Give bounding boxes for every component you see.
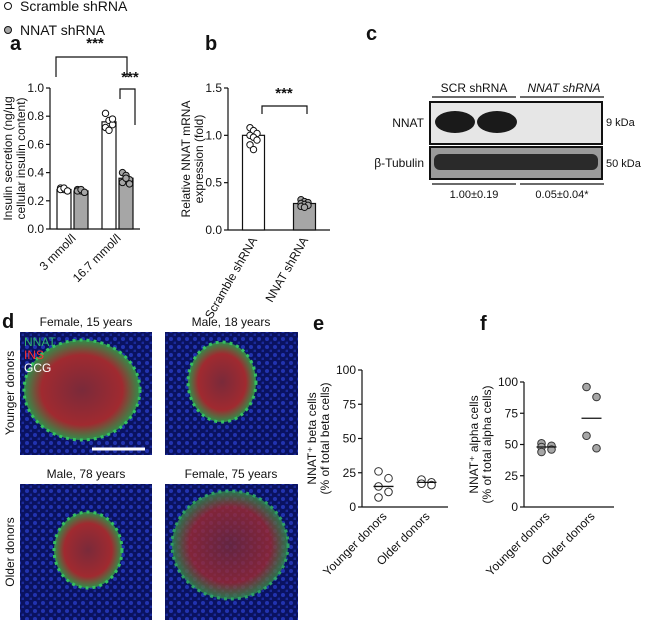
stain-label: NNAT xyxy=(24,335,56,349)
quant-label: 0.05±0.04* xyxy=(535,189,589,201)
image-title: Female, 75 years xyxy=(185,467,278,481)
x-tick-label: Younger donors xyxy=(320,509,390,579)
data-point xyxy=(427,480,436,490)
data-point xyxy=(592,443,601,453)
blot-size: 50 kDa xyxy=(606,158,642,170)
panel-letter: e xyxy=(313,313,324,335)
data-point xyxy=(101,109,110,118)
y-axis-label: NNAT⁺ alpha cells xyxy=(467,395,481,493)
quant-label: 1.00±0.19 xyxy=(450,189,499,201)
panel-letter: f xyxy=(480,313,487,335)
bar xyxy=(56,188,72,230)
significance-label: *** xyxy=(86,35,104,52)
blot-band xyxy=(434,154,598,170)
significance-bracket xyxy=(55,56,128,77)
y-axis-label: cellular insulin content) xyxy=(14,97,28,219)
blot-size: 9 kDa xyxy=(606,117,636,129)
data-point xyxy=(582,431,591,441)
data-point xyxy=(417,479,426,489)
panel-letter: a xyxy=(10,33,22,55)
x-tick-label: Younger donors xyxy=(483,509,553,579)
y-axis-label: Relative NNAT mRNA xyxy=(179,101,193,218)
image-title: Male, 18 years xyxy=(192,315,271,329)
blot-row: β-Tubulin xyxy=(374,156,424,170)
blot-band xyxy=(435,111,475,133)
significance-label: *** xyxy=(121,69,139,86)
data-point xyxy=(108,115,117,123)
micrograph xyxy=(20,484,152,620)
row-label: Older donors xyxy=(3,517,17,586)
y-tick-label: 0 xyxy=(349,500,356,514)
significance-bracket xyxy=(261,105,308,114)
data-point xyxy=(80,188,89,197)
data-point xyxy=(63,187,72,195)
y-axis-label: (% of total alpha cells) xyxy=(480,385,494,503)
y-tick-label: 50 xyxy=(343,432,357,446)
bar xyxy=(73,190,89,230)
x-tick-label: Scramble shRNA xyxy=(202,235,260,322)
significance-bracket xyxy=(119,88,136,125)
data-point xyxy=(592,392,601,402)
data-point xyxy=(537,447,546,457)
blot-band xyxy=(477,111,517,133)
y-tick-label: 0.0 xyxy=(27,222,44,236)
panel-letter: d xyxy=(2,311,14,333)
row-label: Younger donors xyxy=(3,351,17,435)
y-tick-label: 0 xyxy=(511,500,518,514)
y-tick-label: 75 xyxy=(343,397,357,411)
y-tick-label: 100 xyxy=(498,375,518,389)
image-title: Female, 15 years xyxy=(40,315,133,329)
y-tick-label: 1.5 xyxy=(205,81,222,95)
micrograph xyxy=(165,484,298,620)
data-point xyxy=(122,174,130,182)
x-tick-label: 3 mmol/l xyxy=(37,231,79,273)
y-tick-label: 50 xyxy=(505,438,519,452)
micrograph xyxy=(165,332,298,455)
data-point xyxy=(384,487,393,497)
y-tick-label: 0.8 xyxy=(27,109,44,123)
stain-label: GCG xyxy=(24,361,51,375)
data-point xyxy=(374,493,383,502)
blot-row: NNAT xyxy=(392,116,424,130)
y-axis-label: expression (fold) xyxy=(192,115,206,204)
y-tick-label: 0.4 xyxy=(27,166,44,180)
y-axis-label: NNAT⁺ beta cells xyxy=(305,392,319,484)
y-tick-label: 0.2 xyxy=(27,194,44,208)
data-point xyxy=(300,203,309,211)
data-point xyxy=(253,136,261,144)
panel-letter: b xyxy=(205,33,217,55)
y-tick-label: 0.6 xyxy=(27,137,44,151)
y-tick-label: 25 xyxy=(505,469,519,483)
legend-label: NNAT shRNA xyxy=(20,22,106,38)
blot-group: SCR shRNA xyxy=(441,81,508,95)
y-tick-label: 1.0 xyxy=(27,81,44,95)
x-tick-label: NNAT shRNA xyxy=(263,235,312,305)
image-title: Male, 78 years xyxy=(47,467,126,481)
data-point xyxy=(125,180,134,188)
y-axis-label: Insulin secretion (ng/µg xyxy=(1,96,15,220)
legend-marker xyxy=(4,2,12,10)
data-point xyxy=(249,145,258,154)
stain-label: INS xyxy=(24,348,44,362)
y-tick-label: 75 xyxy=(505,406,519,420)
data-point xyxy=(384,473,393,483)
y-tick-label: 100 xyxy=(336,363,356,377)
data-point xyxy=(582,382,591,392)
bar xyxy=(101,121,117,230)
significance-label: *** xyxy=(275,85,293,102)
blot-group: NNAT shRNA xyxy=(527,81,600,95)
panel-letter: c xyxy=(366,23,377,45)
legend-marker xyxy=(4,26,12,34)
micrograph xyxy=(20,332,152,455)
y-axis-label: (% of total beta cells) xyxy=(318,382,332,494)
y-tick-label: 0.0 xyxy=(205,223,222,237)
y-tick-label: 1.0 xyxy=(205,128,222,142)
data-point xyxy=(374,467,383,476)
data-point xyxy=(105,126,113,135)
x-tick-label: 16.7 mmol/l xyxy=(70,231,124,285)
y-tick-label: 25 xyxy=(343,466,357,480)
legend-label: Scramble shRNA xyxy=(20,0,128,14)
y-tick-label: 0.5 xyxy=(205,176,222,190)
